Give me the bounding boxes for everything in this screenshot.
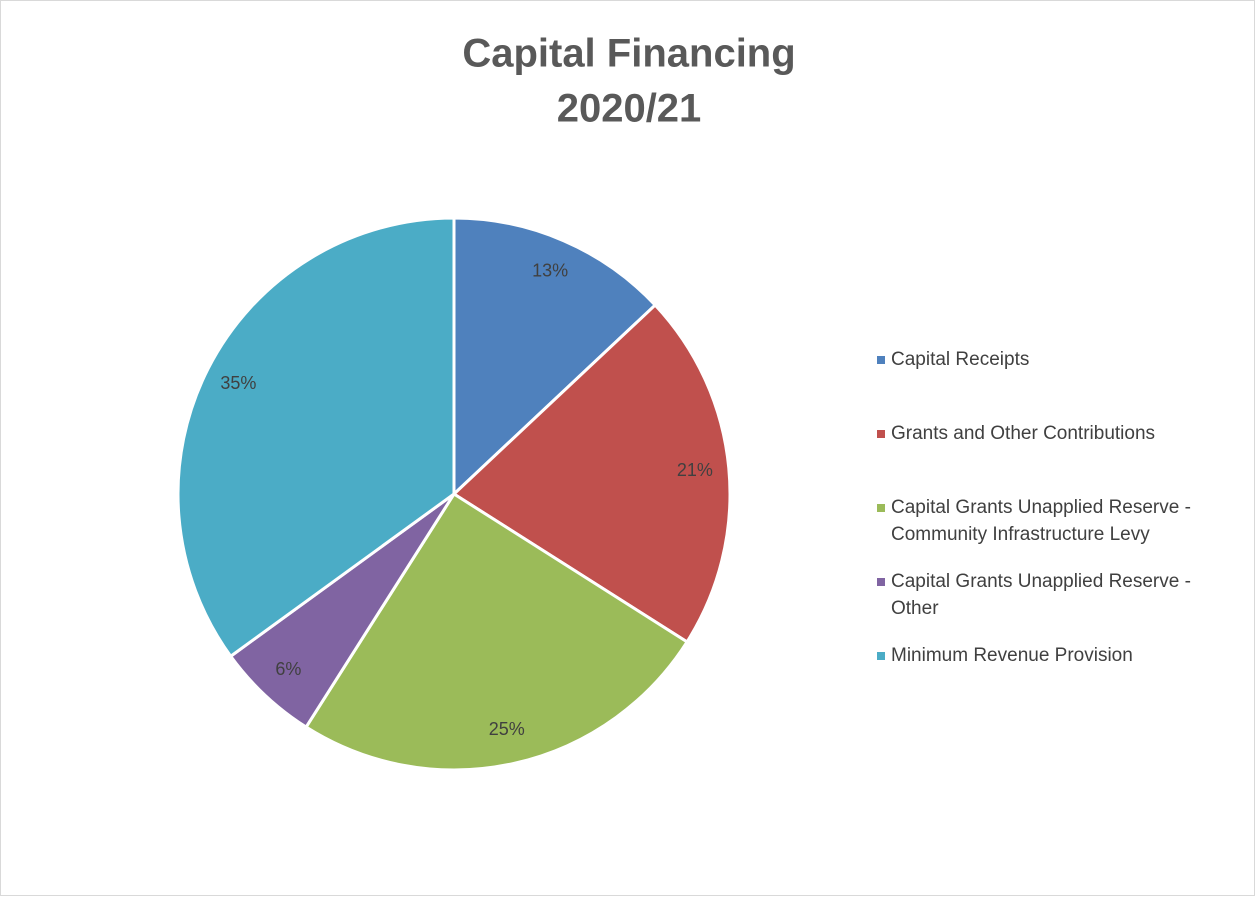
pie-slice xyxy=(452,303,732,644)
legend-item: Capital Grants Unapplied Reserve - Other xyxy=(877,568,1237,622)
legend-swatch xyxy=(877,578,885,586)
data-label: 35% xyxy=(220,373,256,393)
legend-swatch xyxy=(877,356,885,364)
data-label: 6% xyxy=(275,659,301,679)
data-label: 25% xyxy=(489,719,525,739)
legend-label: Capital Receipts xyxy=(891,349,1030,370)
legend-label: Capital Grants Unapplied Reserve - Commu… xyxy=(891,497,1191,545)
chart-title: 2020/21 xyxy=(557,87,702,131)
pie-slice xyxy=(176,216,456,658)
chart-title: Capital Financing xyxy=(462,32,795,76)
legend-swatch xyxy=(877,430,885,438)
legend-label: Capital Grants Unapplied Reserve - Other xyxy=(891,571,1191,619)
data-label: 13% xyxy=(532,261,568,281)
legend-label: Minimum Revenue Provision xyxy=(891,645,1133,666)
pie-slice xyxy=(452,216,657,496)
legend-item: Capital Grants Unapplied Reserve - Commu… xyxy=(877,494,1237,548)
legend-item: Grants and Other Contributions xyxy=(877,420,1237,447)
legend-item: Minimum Revenue Provision xyxy=(877,642,1237,669)
legend-swatch xyxy=(877,504,885,512)
legend-item: Capital Receipts xyxy=(877,346,1237,373)
data-label: 21% xyxy=(677,460,713,480)
pie-slice xyxy=(304,492,689,772)
legend-label: Grants and Other Contributions xyxy=(891,423,1156,444)
legend-swatch xyxy=(877,652,885,660)
